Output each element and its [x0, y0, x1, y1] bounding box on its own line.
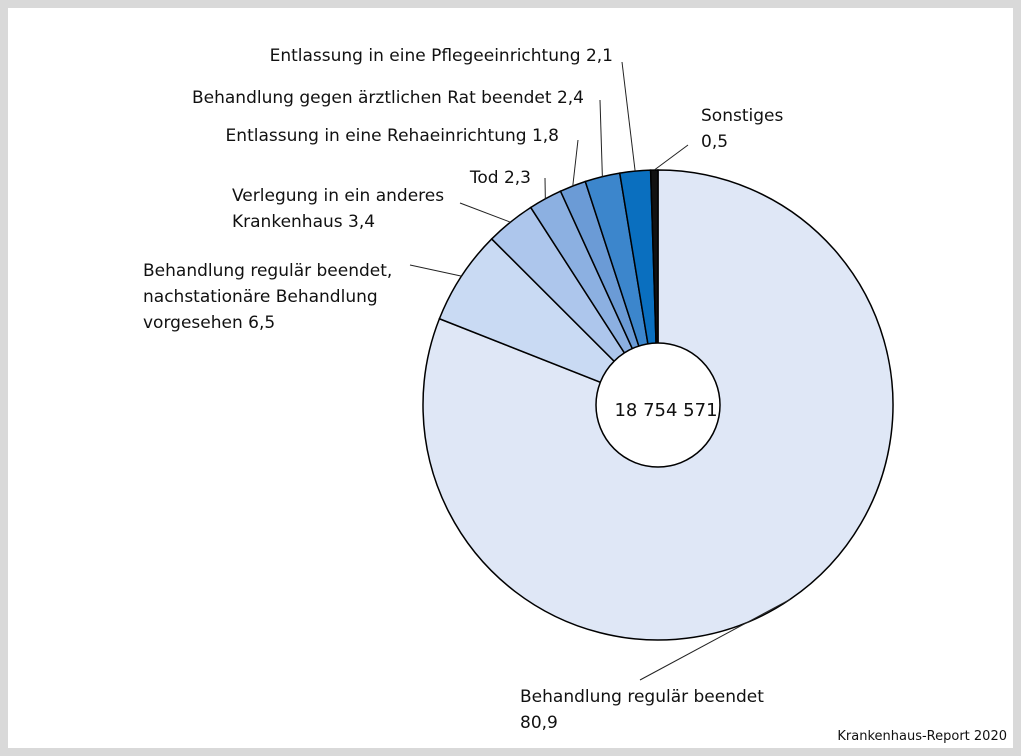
leader-line — [621, 61, 636, 172]
source: Krankenhaus-Report 2020 — [837, 729, 1007, 744]
value-label: 1,8 — [531, 126, 559, 146]
slice-label: Behandlung regulär beendet, nachstationä… — [143, 258, 413, 336]
leader-line — [459, 202, 511, 223]
leader-line — [409, 264, 462, 277]
slice-label: Verlegung in ein anderes Krankenhaus 3,4 — [232, 183, 482, 235]
value-label: 3,4 — [348, 212, 376, 232]
leader-line — [639, 598, 791, 681]
value-label: 2,4 — [556, 88, 584, 108]
value-label: 2,1 — [585, 46, 613, 66]
category-label: Behandlung gegen ärztlichen Rat beendet — [191, 88, 552, 108]
value-label: 80,9 — [520, 713, 558, 733]
leader-line — [572, 139, 579, 187]
leader-line — [654, 144, 689, 171]
leader-line — [599, 99, 603, 177]
category-label: Verlegung in ein anderes Krankenhaus — [232, 186, 445, 232]
center-label: 18 754 571 — [614, 400, 718, 421]
category-label: Entlassung in eine Pflegeeinrichtung — [269, 46, 581, 66]
value-label: 2,3 — [503, 168, 531, 188]
slice-label: Entlassung in eine Rehaeinrichtung 1,8 — [226, 123, 559, 149]
category-label: Behandlung regulär beendet — [520, 687, 764, 707]
slice-label: Behandlung gegen ärztlichen Rat beendet … — [192, 85, 584, 111]
donut-hole — [595, 342, 721, 468]
category-label: Tod — [469, 168, 499, 188]
slice-label: Entlassung in eine Pflegeeinrichtung 2,1 — [270, 43, 613, 69]
category-label: Sonstiges — [701, 106, 784, 126]
slice-label: Tod 2,3 — [470, 165, 531, 191]
value-label: 6,5 — [248, 313, 276, 333]
slice-label: Sonstiges 0,5 — [701, 103, 784, 155]
category-label: Behandlung regulär beendet, nachstationä… — [143, 261, 393, 333]
category-label: Entlassung in eine Rehaeinrichtung — [225, 126, 527, 146]
donut-canvas — [409, 61, 894, 681]
value-label: 0,5 — [701, 132, 729, 152]
slice-label: Behandlung regulär beendet 80,9 — [520, 684, 790, 736]
